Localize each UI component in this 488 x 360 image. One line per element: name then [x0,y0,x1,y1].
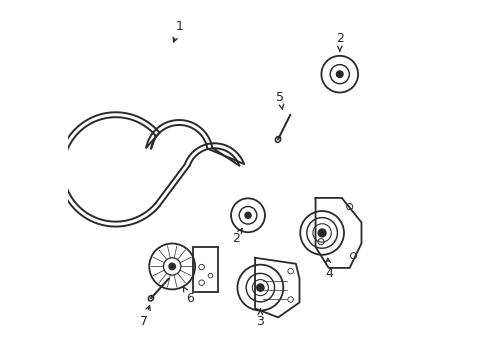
Circle shape [318,229,325,237]
Text: 5: 5 [275,91,283,109]
Text: 7: 7 [140,306,150,328]
Text: 6: 6 [183,287,193,305]
Text: 2: 2 [335,32,343,51]
Text: 2: 2 [231,229,242,245]
Circle shape [169,263,175,270]
Circle shape [244,212,250,218]
Text: 3: 3 [256,309,264,328]
Text: 1: 1 [173,20,183,42]
Text: 4: 4 [325,258,332,280]
Circle shape [336,71,343,77]
Circle shape [256,284,264,291]
